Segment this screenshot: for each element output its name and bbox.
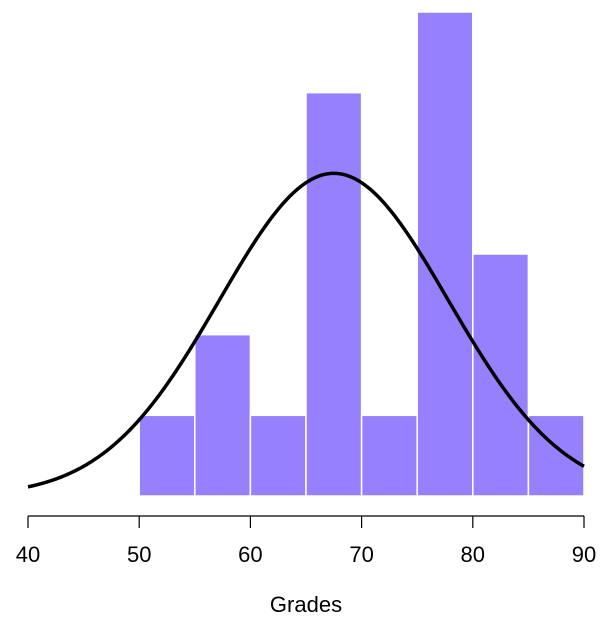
histogram-bars: [138, 11, 585, 497]
histogram-bar: [472, 253, 530, 497]
histogram-bar: [416, 11, 474, 497]
histogram-bar: [194, 333, 252, 497]
histogram-bar: [360, 414, 418, 497]
normal-curve: [27, 171, 585, 489]
x-tick-label: 90: [572, 542, 596, 567]
histogram-bar: [249, 414, 307, 497]
x-tick-label: 50: [127, 542, 151, 567]
x-tick-label: 60: [238, 542, 262, 567]
x-tick-label: 80: [461, 542, 485, 567]
x-axis-title: Grades: [270, 592, 342, 617]
x-tick-label: 40: [16, 542, 40, 567]
x-tick-label: 70: [349, 542, 373, 567]
histogram-bar: [305, 91, 363, 497]
x-axis-ticks: 40 50 60 70 80 90: [16, 516, 596, 567]
histogram-bar: [138, 414, 196, 497]
